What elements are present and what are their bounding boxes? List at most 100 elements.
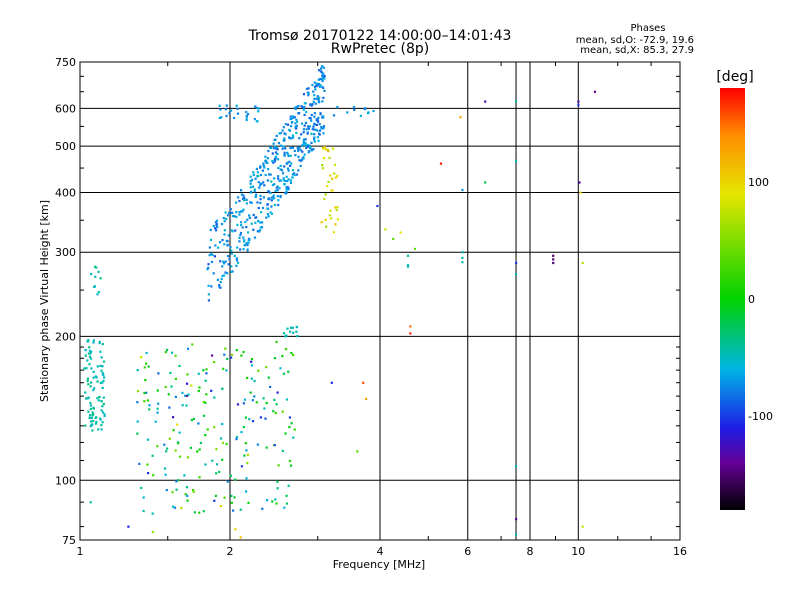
- cluster-point: [220, 277, 223, 280]
- cluster-point: [223, 274, 226, 277]
- cluster-point: [197, 372, 200, 375]
- cluster-point: [215, 448, 218, 451]
- cluster-point: [302, 140, 305, 143]
- cluster-point: [289, 118, 292, 121]
- cluster-point: [293, 116, 296, 119]
- cluster-point: [215, 463, 219, 466]
- cluster-point: [252, 185, 255, 188]
- cluster-point: [245, 118, 248, 121]
- cluster-point: [178, 431, 181, 434]
- cluster-point: [286, 153, 289, 156]
- cluster-point: [313, 136, 316, 139]
- cluster-point: [238, 213, 241, 216]
- cluster-point: [302, 93, 306, 96]
- cluster-point: [293, 173, 296, 177]
- cluster-point: [204, 379, 207, 382]
- cluster-point: [264, 155, 267, 158]
- data-point: [459, 116, 462, 119]
- cluster-point: [321, 164, 324, 167]
- cluster-point: [208, 246, 211, 249]
- cluster-point: [300, 133, 303, 136]
- cluster-point: [310, 113, 313, 117]
- cluster-point: [305, 147, 308, 150]
- cluster-point: [312, 148, 315, 151]
- cluster-point: [257, 110, 260, 113]
- cluster-point: [241, 210, 244, 213]
- data-point: [577, 100, 580, 103]
- cluster-point: [285, 502, 289, 505]
- data-point: [577, 103, 580, 107]
- colorbar: [deg] 100 0 -100: [716, 69, 773, 510]
- cluster-point: [264, 173, 267, 177]
- cluster-point: [99, 277, 102, 280]
- data-point: [330, 381, 333, 384]
- cluster-point: [310, 132, 313, 135]
- cluster-point: [157, 372, 160, 375]
- cluster-point: [225, 239, 228, 242]
- cluster-point: [276, 480, 279, 483]
- cluster-point: [333, 172, 336, 175]
- cluster-point: [240, 354, 243, 357]
- x-tick-label: 8: [527, 545, 534, 558]
- cluster-point: [238, 240, 241, 243]
- cluster-point: [314, 88, 317, 91]
- cluster-point: [245, 202, 248, 205]
- cluster-point: [277, 175, 280, 178]
- data-point: [89, 501, 92, 504]
- cluster-point: [304, 142, 307, 145]
- cluster-point: [257, 219, 260, 223]
- cluster-point: [318, 100, 321, 103]
- cluster-point: [297, 155, 300, 158]
- cluster-point: [171, 491, 174, 494]
- cluster-point: [287, 484, 290, 487]
- cluster-point: [253, 118, 256, 121]
- cluster-point: [197, 389, 200, 393]
- cluster-point: [313, 138, 316, 141]
- cluster-point: [285, 188, 288, 191]
- cluster-point: [249, 175, 252, 178]
- cluster-point: [243, 398, 247, 401]
- cluster-point: [246, 231, 250, 234]
- cluster-point: [100, 424, 103, 427]
- cluster-point: [277, 464, 280, 467]
- cluster-point: [238, 236, 241, 239]
- cluster-point: [288, 459, 292, 463]
- cluster-point: [268, 191, 271, 194]
- data-point: [515, 273, 518, 276]
- cluster-point: [323, 75, 326, 78]
- chart-title: Tromsø 20170122 14:00:00–14:01:43: [248, 28, 512, 44]
- cluster-point: [331, 147, 334, 150]
- cluster-point: [199, 441, 202, 444]
- cluster-point: [242, 248, 245, 251]
- cluster-point: [204, 401, 207, 404]
- cluster-point: [309, 146, 312, 149]
- cluster-point: [284, 432, 287, 435]
- cluster-point: [214, 244, 217, 247]
- cluster-point: [228, 258, 231, 261]
- cluster-point: [99, 364, 102, 367]
- cluster-point: [89, 385, 92, 388]
- cluster-point: [269, 211, 272, 214]
- data-point: [515, 100, 518, 103]
- y-tick-labels: 75 100 200 300 400 500 600 750: [55, 56, 76, 547]
- cluster-point: [255, 106, 258, 109]
- cluster-point: [265, 366, 268, 369]
- cluster-point: [207, 284, 210, 287]
- cluster-point: [196, 450, 199, 453]
- cluster-point: [307, 94, 310, 97]
- cluster-point: [289, 115, 292, 118]
- y-tick-label: 750: [55, 56, 76, 69]
- cluster-point: [271, 500, 274, 503]
- cluster-point: [211, 459, 214, 462]
- cluster-point: [204, 434, 207, 437]
- cluster-point: [303, 102, 306, 105]
- data-point: [151, 530, 154, 534]
- cluster-point: [220, 437, 223, 440]
- cluster-point: [90, 273, 93, 276]
- cluster-point: [289, 147, 292, 150]
- cluster-point: [257, 174, 260, 178]
- cluster-point: [245, 477, 248, 480]
- cluster-point: [142, 509, 145, 513]
- cluster-point: [204, 463, 207, 466]
